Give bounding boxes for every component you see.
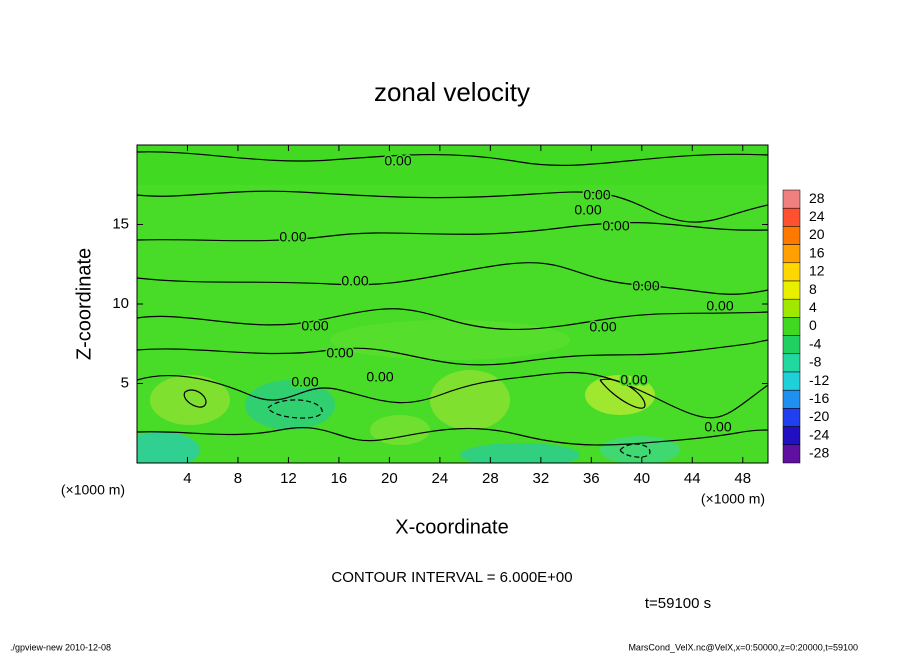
colorbar-box <box>782 317 801 336</box>
colorbar-label: 12 <box>809 263 825 279</box>
x-tick-label: 16 <box>331 470 348 487</box>
colorbar-box <box>782 262 801 282</box>
colorbar-box <box>782 389 801 409</box>
colorbar-box <box>782 280 801 300</box>
chart-title: zonal velocity <box>374 77 530 107</box>
contour-label: 0.00 <box>706 298 733 314</box>
x-tick-label: 20 <box>381 470 398 487</box>
x-tick-label: 12 <box>280 470 297 487</box>
y-tick-label: 15 <box>112 215 129 232</box>
contour-label: 0.00 <box>279 229 306 245</box>
footer-right: MarsCond_VelX.nc@VelX,x=0:50000,z=0:2000… <box>628 642 858 652</box>
colorbar-label: -4 <box>809 335 822 351</box>
colorbar-box <box>782 444 801 464</box>
x-tick-label: 4 <box>183 470 191 487</box>
contour-label: 0.00 <box>574 202 601 218</box>
field <box>137 145 768 463</box>
colorbar-label: 20 <box>809 226 825 242</box>
colorbar-label: 8 <box>809 281 817 297</box>
x-tick-label: 28 <box>482 470 499 487</box>
contour-label: 0.00 <box>301 318 328 334</box>
colorbar-label: -12 <box>809 372 829 388</box>
colorbar-label: -8 <box>809 354 822 370</box>
x-tick-label: 48 <box>734 470 751 487</box>
colorbar-box <box>782 426 801 446</box>
footer-left: ./gpview-new 2010-12-08 <box>10 642 111 652</box>
y-axis-label: Z-coordinate <box>73 248 95 360</box>
x-axis-label: X-coordinate <box>395 516 508 538</box>
contour-label: 0.00 <box>589 319 616 335</box>
contour-label: 0.00 <box>583 187 610 203</box>
colorbar-label: 24 <box>809 208 825 224</box>
colorbar-box <box>782 189 801 209</box>
contour-label: 0.00 <box>341 273 368 289</box>
x-tick-label: 8 <box>234 470 242 487</box>
contour-label: 0.00 <box>326 345 353 361</box>
contour-label: 0.00 <box>384 153 411 169</box>
colorbar-label: 4 <box>809 299 817 315</box>
y-tick-label: 10 <box>112 295 129 312</box>
contour-label: 0.00 <box>291 374 318 390</box>
colorbar-label: -16 <box>809 390 829 406</box>
colorbar-label: -20 <box>809 408 829 424</box>
colorbar-box <box>782 207 801 227</box>
y-unit: (×1000 m) <box>61 482 125 498</box>
x-tick-label: 40 <box>633 470 650 487</box>
contour-label: 0.00 <box>632 278 659 294</box>
colorbar-label: 0 <box>809 317 817 333</box>
colorbar-label: -24 <box>809 426 829 442</box>
y-tick-label: 5 <box>121 374 129 391</box>
x-tick-label: 24 <box>432 470 449 487</box>
x-tick-label: 36 <box>583 470 600 487</box>
colorbar-label: 16 <box>809 244 825 260</box>
colorbar-box <box>782 408 801 427</box>
annotation: CONTOUR INTERVAL = 6.000E+00 <box>331 569 572 586</box>
colorbar-box <box>782 335 801 355</box>
contour-label: 0.00 <box>620 372 647 388</box>
colorbar-box <box>782 244 801 264</box>
colorbar-box <box>782 298 801 318</box>
colorbar-label: 28 <box>809 190 825 206</box>
contour-label: 0.00 <box>602 218 629 234</box>
contour-label: 0.00 <box>704 419 731 435</box>
colorbar-label: -28 <box>809 445 829 461</box>
colorbar-box <box>782 371 801 391</box>
x-unit: (×1000 m) <box>701 491 765 507</box>
annotation: t=59100 s <box>645 595 711 612</box>
x-tick-label: 44 <box>684 470 701 487</box>
colorbar-box <box>782 226 801 245</box>
x-tick-label: 32 <box>532 470 549 487</box>
colorbar-box <box>782 353 801 373</box>
contour-label: 0.00 <box>366 369 393 385</box>
